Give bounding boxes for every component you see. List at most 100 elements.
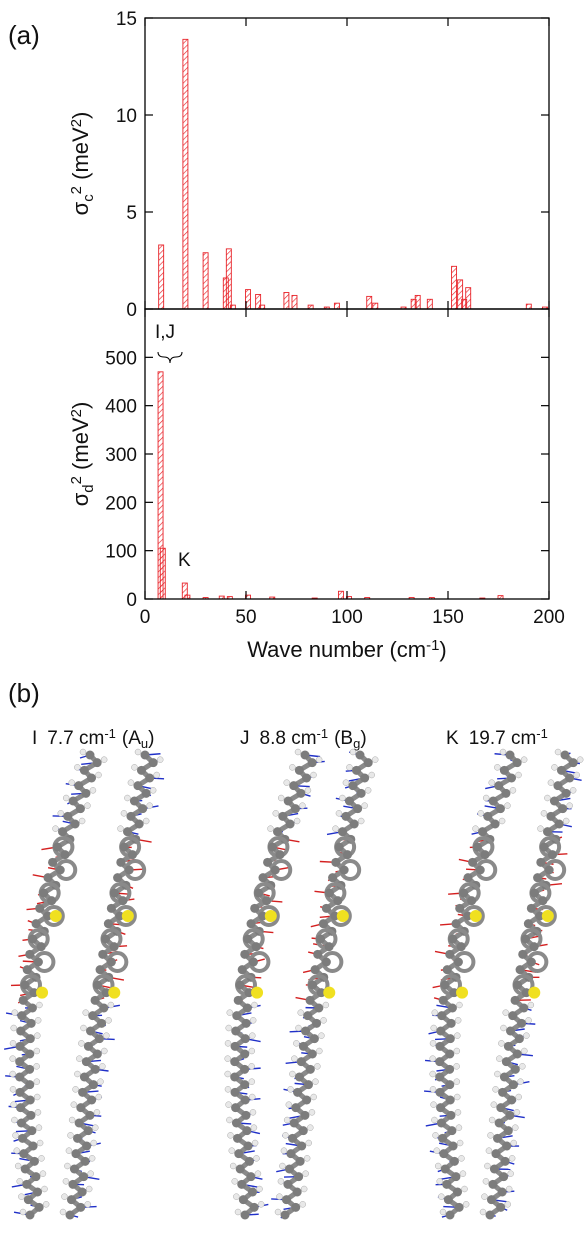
molecule-atom	[447, 1126, 457, 1136]
molecule-hydrogen	[431, 1009, 439, 1016]
molecule-atom	[490, 819, 500, 829]
molecule-hydrogen	[256, 1185, 263, 1193]
molecule-hydrogen	[92, 1124, 99, 1131]
molecule-atom	[505, 1110, 515, 1120]
molecule-atom	[459, 888, 469, 898]
molecule-atom	[34, 1202, 44, 1212]
molecule-hydrogen	[509, 787, 517, 794]
molecule-atom	[77, 1187, 87, 1197]
molecule-hydrogen	[308, 1109, 316, 1116]
bar	[202, 252, 209, 310]
bar	[182, 38, 189, 310]
label-part: 2	[68, 119, 85, 127]
molecule-atom	[435, 1072, 445, 1082]
molecule-atom	[505, 1026, 515, 1036]
molecule-atom	[115, 911, 125, 921]
molecule-hydrogen	[250, 1124, 258, 1131]
molecule-atom	[20, 980, 30, 990]
molecule-atom	[116, 857, 126, 867]
molecule-hydrogen	[499, 748, 507, 756]
molecule-hydrogen	[67, 1132, 74, 1139]
label-part: )	[68, 112, 93, 119]
molecule-atom	[98, 949, 108, 959]
molecule-atom	[539, 842, 549, 852]
molecule-atom	[442, 1179, 452, 1189]
molecule-atom	[79, 1172, 89, 1182]
label-part: d	[80, 484, 97, 492]
molecule-atom	[244, 988, 254, 998]
molecule-atom	[508, 1080, 518, 1090]
molecule-atom	[309, 1034, 319, 1044]
molecule-atom	[288, 1133, 297, 1143]
molecule-atom	[512, 1049, 522, 1059]
molecule-atom	[442, 965, 452, 975]
molecule-atom	[284, 1164, 294, 1174]
molecule-atom	[28, 934, 38, 944]
molecule-hydrogen	[12, 1132, 19, 1139]
molecule-atom	[333, 896, 343, 906]
molecule-atom	[79, 765, 89, 775]
bar	[525, 303, 532, 310]
molecule-hydrogen	[251, 1001, 258, 1009]
molecule-hydrogen	[97, 1078, 104, 1085]
molecule-hydrogen	[70, 1101, 78, 1108]
bar	[283, 292, 290, 310]
molecule-atom	[510, 1064, 520, 1074]
molecule-hydrogen	[248, 1078, 256, 1085]
molecule-atom	[43, 873, 53, 883]
molecule-atom	[68, 1179, 78, 1189]
molecule-atom	[133, 781, 143, 791]
molecule-atom	[78, 1087, 88, 1097]
molecule-hydrogen	[492, 1086, 499, 1093]
molecule-atom	[443, 1195, 453, 1205]
molecule-atom	[16, 1118, 26, 1128]
molecule-atom	[561, 788, 571, 798]
molecule-atom	[344, 796, 354, 806]
molecule-atom	[281, 1195, 291, 1205]
bar	[225, 248, 232, 310]
molecule-atom	[74, 781, 84, 791]
molecule	[4, 748, 108, 1220]
molecule-atom	[230, 1057, 240, 1067]
molecule-hydrogen	[454, 1109, 462, 1116]
molecule-atom	[502, 1141, 512, 1151]
molecule-atom	[360, 773, 370, 783]
molecule-atom	[141, 788, 151, 798]
molecule-hydrogen	[494, 1070, 501, 1078]
mode-symmetry-sub: g	[353, 736, 360, 751]
molecule-hydrogen	[131, 764, 138, 771]
molecule-atom	[463, 873, 473, 883]
molecule-atom	[501, 788, 511, 798]
molecule-atom	[33, 957, 43, 967]
molecule-hydrogen	[554, 748, 562, 756]
molecule-atom	[109, 942, 119, 952]
molecule-atom	[440, 980, 450, 990]
x-tick-label: 150	[432, 607, 464, 628]
molecule-atom	[100, 934, 110, 944]
molecule-hydrogen	[349, 748, 357, 756]
molecule-atom	[243, 934, 253, 944]
molecule-atom	[445, 1080, 455, 1090]
molecule-hydrogen	[228, 1147, 236, 1154]
molecule-atom	[305, 995, 315, 1005]
molecule-hydrogen	[254, 1170, 262, 1177]
molecule-hydrogen	[322, 1001, 330, 1009]
molecule-atom	[148, 758, 158, 768]
molecule-hydrogen	[520, 756, 528, 763]
mode-exponent: -1	[317, 726, 329, 741]
molecule-atom	[18, 1133, 27, 1143]
molecule-hydrogen	[527, 1001, 535, 1009]
mode-exponent: -1	[104, 726, 116, 741]
label-part: (meV	[68, 417, 93, 476]
molecule-hydrogen	[64, 1162, 71, 1170]
molecule-atom	[298, 1126, 308, 1136]
molecule-hydrogen	[87, 1170, 94, 1177]
molecule-hydrogen	[10, 1024, 17, 1032]
molecule	[224, 748, 325, 1220]
molecule-atom	[549, 796, 559, 806]
molecule-atom	[448, 1141, 458, 1151]
molecule-atom	[292, 1187, 302, 1197]
molecule-hydrogen	[57, 810, 65, 817]
molecule-hydrogen	[68, 779, 75, 786]
mode-symmetry-close: )	[360, 728, 366, 749]
